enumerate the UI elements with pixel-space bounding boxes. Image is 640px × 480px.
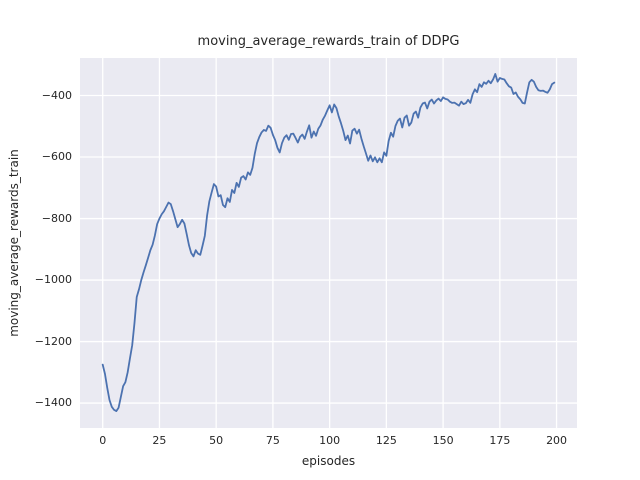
x-tick-label: 200 [546,434,568,447]
y-tick-label: −1400 [34,396,72,410]
chart-title: moving_average_rewards_train of DDPG [197,34,460,49]
x-tick-label: 175 [489,434,511,447]
x-tick-label: 0 [99,434,107,447]
y-tick-label: −1000 [34,273,72,287]
x-tick-label: 150 [432,434,454,447]
line-plot-svg [80,58,577,428]
x-tick-label: 100 [319,434,341,447]
x-tick-label: 25 [152,434,167,447]
x-axis-label: episodes [301,454,356,468]
plot-area [80,58,577,428]
y-tick-label: −1200 [34,334,72,348]
series-line-moving_average_rewards_train [101,73,556,412]
y-tick-label: −600 [41,150,72,164]
y-tick-label: −800 [41,211,72,225]
y-axis-label-text: moving_average_rewards_train [7,149,21,337]
y-tick-label: −400 [41,88,72,102]
x-tick-label: 50 [209,434,224,447]
x-tick-label: 75 [265,434,280,447]
x-tick-label: 125 [375,434,397,447]
